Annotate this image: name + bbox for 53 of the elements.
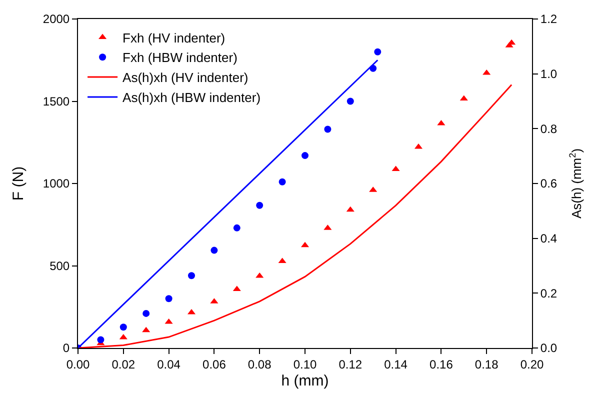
point bbox=[302, 152, 308, 160]
legend-label: Fxh (HBW indenter) bbox=[122, 50, 238, 66]
y-axis-title: F (N) bbox=[10, 166, 28, 201]
y2-tick-label: 0.8 bbox=[540, 122, 558, 136]
point bbox=[482, 69, 491, 75]
point bbox=[188, 272, 195, 280]
x-tick-label: 0.06 bbox=[202, 357, 226, 372]
x-tick-label: 0.08 bbox=[248, 357, 272, 372]
point bbox=[346, 98, 354, 105]
point bbox=[256, 202, 264, 209]
point bbox=[508, 39, 516, 45]
point bbox=[460, 95, 468, 101]
x-tick-label: 0.04 bbox=[157, 357, 181, 372]
x-tick-label: 0.14 bbox=[384, 357, 408, 372]
point bbox=[278, 178, 286, 186]
point bbox=[120, 324, 127, 331]
point bbox=[233, 224, 240, 232]
x-axis-title: h (mm) bbox=[281, 372, 329, 390]
x-tick-label: 0.16 bbox=[430, 357, 454, 372]
point bbox=[374, 48, 382, 56]
y2-tick-label: 0.6 bbox=[540, 176, 558, 191]
y2-tick-label: 1.2 bbox=[540, 12, 558, 26]
x-tick-label: 0.18 bbox=[474, 357, 499, 372]
y-tick-label: 0 bbox=[62, 341, 70, 356]
y-tick-label: 1000 bbox=[42, 176, 70, 191]
point bbox=[437, 120, 446, 126]
point bbox=[346, 206, 354, 212]
x-tick-label: 0.00 bbox=[66, 357, 90, 372]
y-tick-label: 1500 bbox=[42, 94, 70, 108]
x-tick-label: 0.12 bbox=[338, 357, 362, 372]
point bbox=[142, 326, 150, 332]
point bbox=[97, 336, 104, 344]
x-tick-label: 0.20 bbox=[520, 357, 544, 372]
y2-tick-label: 1.0 bbox=[540, 67, 558, 82]
y2-tick-label: 0.4 bbox=[540, 232, 558, 246]
legend-label: As(h)xh (HBW indenter) bbox=[122, 90, 261, 106]
legend-label: As(h)xh (HV indenter) bbox=[122, 70, 248, 86]
point bbox=[119, 334, 128, 340]
line-series bbox=[78, 84, 512, 348]
y2-tick-label: 0.2 bbox=[540, 286, 558, 300]
y2-tick-label: 0.0 bbox=[540, 341, 558, 356]
x-tick-label: 0.10 bbox=[293, 357, 317, 372]
point bbox=[142, 310, 150, 317]
point bbox=[232, 286, 241, 292]
y-tick-label: 500 bbox=[50, 258, 70, 273]
point bbox=[278, 258, 286, 264]
x-tick-label: 0.02 bbox=[112, 357, 136, 372]
point bbox=[324, 126, 332, 133]
point bbox=[210, 246, 218, 254]
legend-label: Fxh (HV indenter) bbox=[122, 30, 226, 46]
point bbox=[165, 295, 172, 302]
y-tick-label: 2000 bbox=[42, 12, 70, 26]
point bbox=[256, 272, 264, 278]
